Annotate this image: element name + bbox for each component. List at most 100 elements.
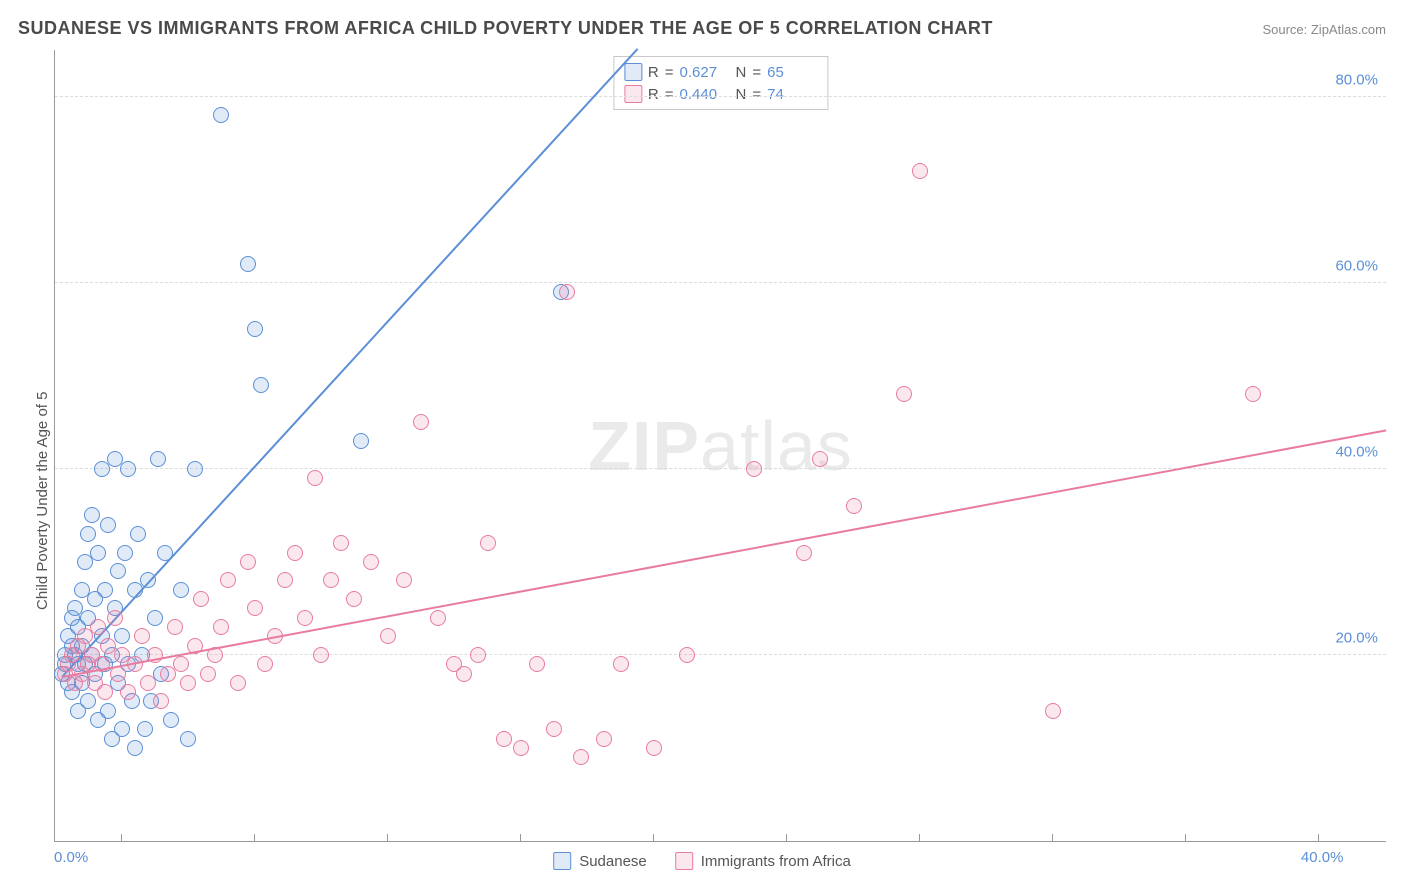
data-point[interactable]	[114, 628, 130, 644]
data-point[interactable]	[679, 647, 695, 663]
data-point[interactable]	[277, 572, 293, 588]
data-point[interactable]	[117, 545, 133, 561]
data-point[interactable]	[120, 461, 136, 477]
data-point[interactable]	[496, 731, 512, 747]
data-point[interactable]	[240, 554, 256, 570]
data-point[interactable]	[167, 619, 183, 635]
legend-eq: =	[665, 64, 674, 81]
data-point[interactable]	[596, 731, 612, 747]
data-point[interactable]	[187, 461, 203, 477]
data-point[interactable]	[147, 610, 163, 626]
data-point[interactable]	[287, 545, 303, 561]
data-point[interactable]	[114, 721, 130, 737]
data-point[interactable]	[307, 470, 323, 486]
legend-swatch	[675, 852, 693, 870]
legend-eq: =	[752, 86, 761, 103]
x-tick-mark	[1318, 834, 1319, 842]
data-point[interactable]	[80, 693, 96, 709]
data-point[interactable]	[646, 740, 662, 756]
data-point[interactable]	[470, 647, 486, 663]
y-tick-label: 40.0%	[1335, 443, 1378, 460]
data-point[interactable]	[84, 507, 100, 523]
data-point[interactable]	[513, 740, 529, 756]
data-point[interactable]	[127, 740, 143, 756]
data-point[interactable]	[559, 284, 575, 300]
data-point[interactable]	[100, 703, 116, 719]
data-point[interactable]	[80, 526, 96, 542]
source-attribution: Source: ZipAtlas.com	[1262, 22, 1386, 37]
data-point[interactable]	[323, 572, 339, 588]
x-tick-min: 0.0%	[54, 849, 88, 866]
data-point[interactable]	[413, 414, 429, 430]
data-point[interactable]	[173, 582, 189, 598]
data-point[interactable]	[430, 610, 446, 626]
data-point[interactable]	[90, 619, 106, 635]
data-point[interactable]	[107, 610, 123, 626]
data-point[interactable]	[529, 656, 545, 672]
legend-swatch	[553, 852, 571, 870]
data-point[interactable]	[163, 712, 179, 728]
data-point[interactable]	[546, 721, 562, 737]
data-point[interactable]	[613, 656, 629, 672]
data-point[interactable]	[480, 535, 496, 551]
gridline	[55, 282, 1386, 283]
data-point[interactable]	[247, 600, 263, 616]
y-tick-label: 60.0%	[1335, 257, 1378, 274]
data-point[interactable]	[257, 656, 273, 672]
data-point[interactable]	[213, 107, 229, 123]
data-point[interactable]	[812, 451, 828, 467]
data-point[interactable]	[220, 572, 236, 588]
data-point[interactable]	[200, 666, 216, 682]
data-point[interactable]	[396, 572, 412, 588]
data-point[interactable]	[150, 451, 166, 467]
watermark-zip: ZIP	[588, 407, 700, 485]
plot-area: ZIPatlas R=0.627N=65R=0.440N=74 20.0%40.…	[54, 50, 1386, 842]
data-point[interactable]	[912, 163, 928, 179]
legend-item[interactable]: Sudanese	[553, 852, 647, 870]
data-point[interactable]	[173, 656, 189, 672]
legend-row: R=0.627N=65	[624, 61, 817, 83]
data-point[interactable]	[240, 256, 256, 272]
data-point[interactable]	[346, 591, 362, 607]
data-point[interactable]	[746, 461, 762, 477]
legend-r-label: R	[648, 64, 659, 81]
data-point[interactable]	[1245, 386, 1261, 402]
data-point[interactable]	[180, 675, 196, 691]
data-point[interactable]	[134, 628, 150, 644]
chart-title: SUDANESE VS IMMIGRANTS FROM AFRICA CHILD…	[18, 18, 993, 39]
source-link[interactable]: ZipAtlas.com	[1311, 22, 1386, 37]
data-point[interactable]	[120, 684, 136, 700]
data-point[interactable]	[363, 554, 379, 570]
data-point[interactable]	[1045, 703, 1061, 719]
data-point[interactable]	[180, 731, 196, 747]
data-point[interactable]	[97, 684, 113, 700]
data-point[interactable]	[573, 749, 589, 765]
legend-r-value: 0.627	[680, 64, 730, 81]
data-point[interactable]	[230, 675, 246, 691]
data-point[interactable]	[896, 386, 912, 402]
data-point[interactable]	[137, 721, 153, 737]
data-point[interactable]	[97, 582, 113, 598]
data-point[interactable]	[247, 321, 263, 337]
series-legend: Sudanese Immigrants from Africa	[553, 852, 851, 870]
data-point[interactable]	[313, 647, 329, 663]
data-point[interactable]	[213, 619, 229, 635]
data-point[interactable]	[140, 675, 156, 691]
legend-item[interactable]: Immigrants from Africa	[675, 852, 851, 870]
legend-swatch	[624, 85, 642, 103]
data-point[interactable]	[333, 535, 349, 551]
data-point[interactable]	[193, 591, 209, 607]
data-point[interactable]	[380, 628, 396, 644]
data-point[interactable]	[153, 693, 169, 709]
legend-n-label: N	[736, 86, 747, 103]
data-point[interactable]	[90, 545, 106, 561]
data-point[interactable]	[456, 666, 472, 682]
data-point[interactable]	[796, 545, 812, 561]
data-point[interactable]	[253, 377, 269, 393]
data-point[interactable]	[353, 433, 369, 449]
data-point[interactable]	[846, 498, 862, 514]
data-point[interactable]	[100, 517, 116, 533]
data-point[interactable]	[110, 563, 126, 579]
data-point[interactable]	[130, 526, 146, 542]
data-point[interactable]	[297, 610, 313, 626]
